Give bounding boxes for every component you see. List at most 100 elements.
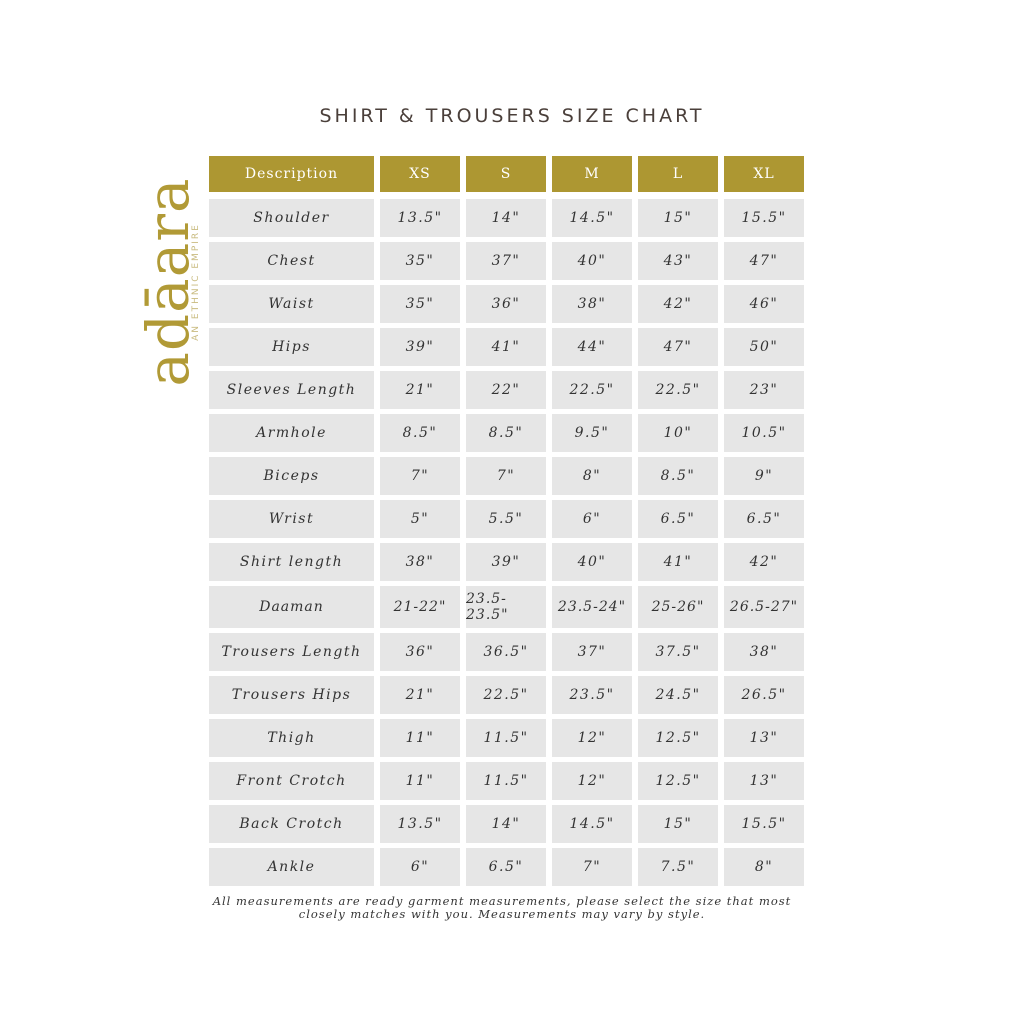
measurement-label: Back Crotch	[209, 805, 374, 843]
size-value-cell: 13.5"	[380, 199, 460, 237]
size-value-cell: 23.5-24"	[552, 586, 632, 628]
size-value-cell: 8.5"	[638, 457, 718, 495]
size-value-cell: 5"	[380, 500, 460, 538]
column-header: XL	[724, 156, 804, 192]
table-row: Waist 35" 36" 38" 42" 46"	[209, 285, 804, 323]
size-value-cell: 15"	[638, 199, 718, 237]
size-value-cell: 36.5"	[466, 633, 546, 671]
size-value-cell: 26.5-27"	[724, 586, 804, 628]
size-value-cell: 35"	[380, 242, 460, 280]
size-value-cell: 42"	[724, 543, 804, 581]
measurement-label: Armhole	[209, 414, 374, 452]
table-row: Chest 35" 37" 40" 43" 47"	[209, 242, 804, 280]
table-row: Wrist 5" 5.5" 6" 6.5" 6.5"	[209, 500, 804, 538]
size-value-cell: 15.5"	[724, 199, 804, 237]
size-value-cell: 37"	[552, 633, 632, 671]
size-value-cell: 13.5"	[380, 805, 460, 843]
page-title: SHIRT & TROUSERS SIZE CHART	[319, 105, 705, 127]
column-header: Description	[209, 156, 374, 192]
measurement-label: Biceps	[209, 457, 374, 495]
size-value-cell: 7"	[552, 848, 632, 886]
brand-logo: adāara AN ETHNIC EMPIRE	[134, 177, 202, 387]
size-value-cell: 12.5"	[638, 762, 718, 800]
size-value-cell: 10"	[638, 414, 718, 452]
size-value-cell: 12"	[552, 762, 632, 800]
size-value-cell: 12.5"	[638, 719, 718, 757]
table-header-row: Description XS S M L XL	[209, 156, 804, 192]
table-row: Daaman 21-22" 23.5-23.5" 23.5-24" 25-26" 26.5…	[209, 586, 804, 628]
size-value-cell: 22.5"	[552, 371, 632, 409]
size-value-cell: 36"	[380, 633, 460, 671]
table-row: Shoulder 13.5" 14" 14.5" 15" 15.5"	[209, 199, 804, 237]
size-value-cell: 15.5"	[724, 805, 804, 843]
measurement-label: Trousers Length	[209, 633, 374, 671]
size-value-cell: 47"	[638, 328, 718, 366]
size-value-cell: 9.5"	[552, 414, 632, 452]
size-value-cell: 6.5"	[466, 848, 546, 886]
size-value-cell: 9"	[724, 457, 804, 495]
size-value-cell: 22"	[466, 371, 546, 409]
size-value-cell: 37.5"	[638, 633, 718, 671]
table-row: Shirt length 38" 39" 40" 41" 42"	[209, 543, 804, 581]
size-value-cell: 8.5"	[380, 414, 460, 452]
measurement-label: Ankle	[209, 848, 374, 886]
size-value-cell: 7.5"	[638, 848, 718, 886]
table-row: Thigh 11" 11.5" 12" 12.5" 13"	[209, 719, 804, 757]
measurement-label: Shirt length	[209, 543, 374, 581]
measurement-label: Daaman	[209, 586, 374, 628]
size-value-cell: 36"	[466, 285, 546, 323]
table-row: Trousers Hips 21" 22.5" 23.5" 24.5" 26.5"	[209, 676, 804, 714]
size-value-cell: 23"	[724, 371, 804, 409]
size-value-cell: 39"	[466, 543, 546, 581]
size-value-cell: 38"	[380, 543, 460, 581]
column-header: S	[466, 156, 546, 192]
table-row: Ankle 6" 6.5" 7" 7.5" 8"	[209, 848, 804, 886]
footnote: All measurements are ready garment measu…	[0, 895, 1004, 921]
size-value-cell: 10.5"	[724, 414, 804, 452]
measurement-label: Waist	[209, 285, 374, 323]
size-value-cell: 24.5"	[638, 676, 718, 714]
table-row: Hips 39" 41" 44" 47" 50"	[209, 328, 804, 366]
size-value-cell: 47"	[724, 242, 804, 280]
size-value-cell: 11"	[380, 719, 460, 757]
size-value-cell: 13"	[724, 762, 804, 800]
size-value-cell: 11"	[380, 762, 460, 800]
column-header: M	[552, 156, 632, 192]
size-value-cell: 12"	[552, 719, 632, 757]
size-value-cell: 42"	[638, 285, 718, 323]
measurement-label: Sleeves Length	[209, 371, 374, 409]
size-value-cell: 40"	[552, 242, 632, 280]
size-value-cell: 11.5"	[466, 762, 546, 800]
size-value-cell: 8"	[724, 848, 804, 886]
size-value-cell: 41"	[638, 543, 718, 581]
measurement-label: Shoulder	[209, 199, 374, 237]
size-value-cell: 22.5"	[466, 676, 546, 714]
measurement-label: Thigh	[209, 719, 374, 757]
size-value-cell: 11.5"	[466, 719, 546, 757]
size-value-cell: 21-22"	[380, 586, 460, 628]
size-value-cell: 6"	[380, 848, 460, 886]
size-value-cell: 8.5"	[466, 414, 546, 452]
table-row: Biceps 7" 7" 8" 8.5" 9"	[209, 457, 804, 495]
size-chart-table: Description XS S M L XL Shoulder 13.5" 14" 14.5" 1…	[209, 156, 804, 891]
size-value-cell: 15"	[638, 805, 718, 843]
measurement-label: Front Crotch	[209, 762, 374, 800]
size-value-cell: 21"	[380, 371, 460, 409]
size-value-cell: 25-26"	[638, 586, 718, 628]
size-value-cell: 40"	[552, 543, 632, 581]
size-value-cell: 13"	[724, 719, 804, 757]
size-value-cell: 35"	[380, 285, 460, 323]
size-value-cell: 7"	[466, 457, 546, 495]
measurement-label: Chest	[209, 242, 374, 280]
size-value-cell: 37"	[466, 242, 546, 280]
size-value-cell: 26.5"	[724, 676, 804, 714]
logo-wordmark: adāara	[134, 177, 202, 387]
size-value-cell: 14"	[466, 805, 546, 843]
size-value-cell: 14.5"	[552, 199, 632, 237]
logo-tagline: AN ETHNIC EMPIRE	[191, 223, 201, 341]
size-value-cell: 50"	[724, 328, 804, 366]
footnote-line: All measurements are ready garment measu…	[212, 894, 792, 908]
measurement-label: Wrist	[209, 500, 374, 538]
size-value-cell: 38"	[552, 285, 632, 323]
size-value-cell: 41"	[466, 328, 546, 366]
